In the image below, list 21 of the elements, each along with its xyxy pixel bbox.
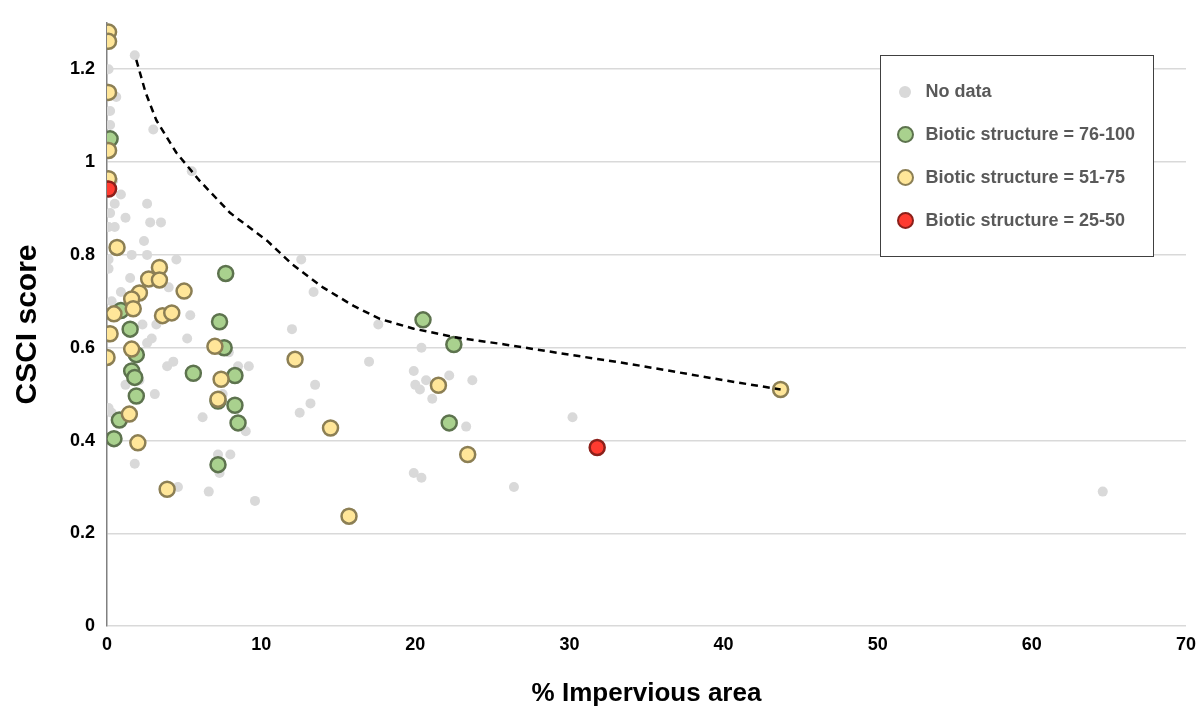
legend-label: Biotic structure = 25-50 bbox=[925, 210, 1125, 231]
y-tick-label: 0 bbox=[85, 615, 96, 636]
legend-label: No data bbox=[925, 81, 992, 102]
x-tick-label: 70 bbox=[1175, 633, 1196, 654]
x-tick-label: 30 bbox=[559, 633, 580, 654]
y-axis-title: CSCI score bbox=[9, 244, 43, 405]
x-tick-label: 0 bbox=[102, 633, 113, 654]
x-tick-label: 60 bbox=[1021, 633, 1042, 654]
legend-label: Biotic structure = 51-75 bbox=[925, 167, 1125, 188]
legend-label: Biotic structure = 76-100 bbox=[925, 124, 1135, 145]
y-tick-label: 1 bbox=[85, 151, 96, 172]
x-tick-label: 40 bbox=[713, 633, 734, 654]
y-tick-label: 1.2 bbox=[69, 58, 96, 79]
x-tick-label: 50 bbox=[867, 633, 888, 654]
x-tick-label: 10 bbox=[251, 633, 272, 654]
x-axis-title: % Impervious area bbox=[531, 676, 762, 707]
y-tick-label: 0.6 bbox=[69, 336, 96, 357]
y-tick-label: 0.8 bbox=[69, 243, 96, 264]
y-tick-label: 0.4 bbox=[69, 429, 96, 450]
x-tick-label: 20 bbox=[405, 633, 426, 654]
y-tick-label: 0.2 bbox=[69, 522, 96, 543]
